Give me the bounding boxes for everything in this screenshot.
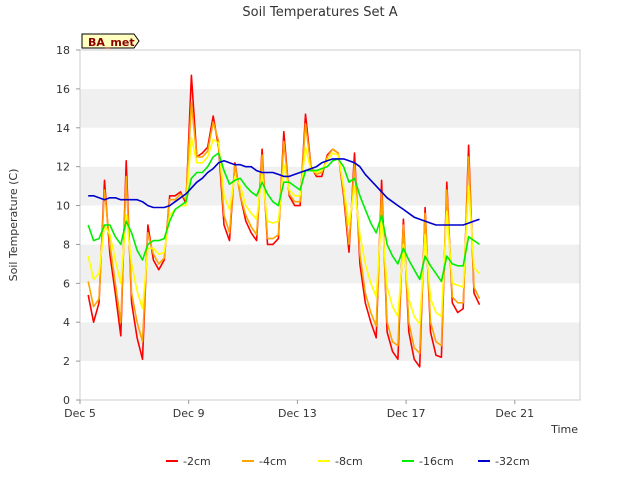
x-tick-label: Dec 9 [173,407,205,420]
series-line-32cm [88,158,480,226]
legend-item-8cm: -8cm [318,455,363,468]
legend: -2cm -4cm -8cm -16cm -32cm [166,455,530,468]
series-lines [87,74,481,368]
legend-item-4cm: -4cm [242,455,287,468]
x-axis-ticks: Dec 5 Dec 9 Dec 13 Dec 17 Dec 21 [64,400,534,420]
grid-band [80,166,580,206]
y-tick-label: 8 [63,238,70,251]
series-line-16cm [87,152,480,283]
plot-frame [79,49,581,401]
x-axis-label: Time [550,423,578,436]
series-line-4cm [87,101,481,355]
legend-label: -8cm [335,455,363,468]
grid-band [80,361,580,400]
grid-band [80,127,580,167]
grid-band [80,50,580,89]
badge-shape [81,33,140,49]
chart-title: Soil Temperatures Set A [242,5,397,20]
x-tick-label: Dec 21 [495,407,534,420]
grid-band [80,322,580,362]
y-tick-label: 12 [56,161,70,174]
legend-label: -2cm [183,455,211,468]
y-tick-label: 10 [56,200,70,213]
y-tick-label: 4 [63,316,70,329]
y-axis-ticks: 0 2 4 6 8 10 12 14 16 18 [56,44,80,407]
x-tick-label: Dec 17 [387,407,426,420]
legend-label: -16cm [419,455,454,468]
grid-band [80,244,580,284]
y-tick-label: 6 [63,277,70,290]
y-tick-label: 18 [56,44,70,57]
y-axis-label: Soil Temperature (C) [7,169,20,282]
background-bands [80,50,580,400]
series-line-2cm [87,74,481,368]
x-tick-label: Dec 5 [64,407,96,420]
y-tick-label: 14 [56,122,70,135]
legend-label: -4cm [259,455,287,468]
legend-item-2cm: -2cm [166,455,211,468]
y-tick-label: 2 [63,355,70,368]
grid-band [80,88,580,128]
legend-item-32cm: -32cm [478,455,530,468]
y-tick-label: 16 [56,83,70,96]
grid-band [80,283,580,323]
badge-label: BA_met [88,36,135,49]
legend-item-16cm: -16cm [402,455,454,468]
station-badge: BA_met [81,33,140,49]
legend-label: -32cm [495,455,530,468]
y-tick-label: 0 [63,394,70,407]
x-tick-label: Dec 13 [278,407,317,420]
grid-band [80,205,580,245]
series-line-8cm [87,136,481,326]
